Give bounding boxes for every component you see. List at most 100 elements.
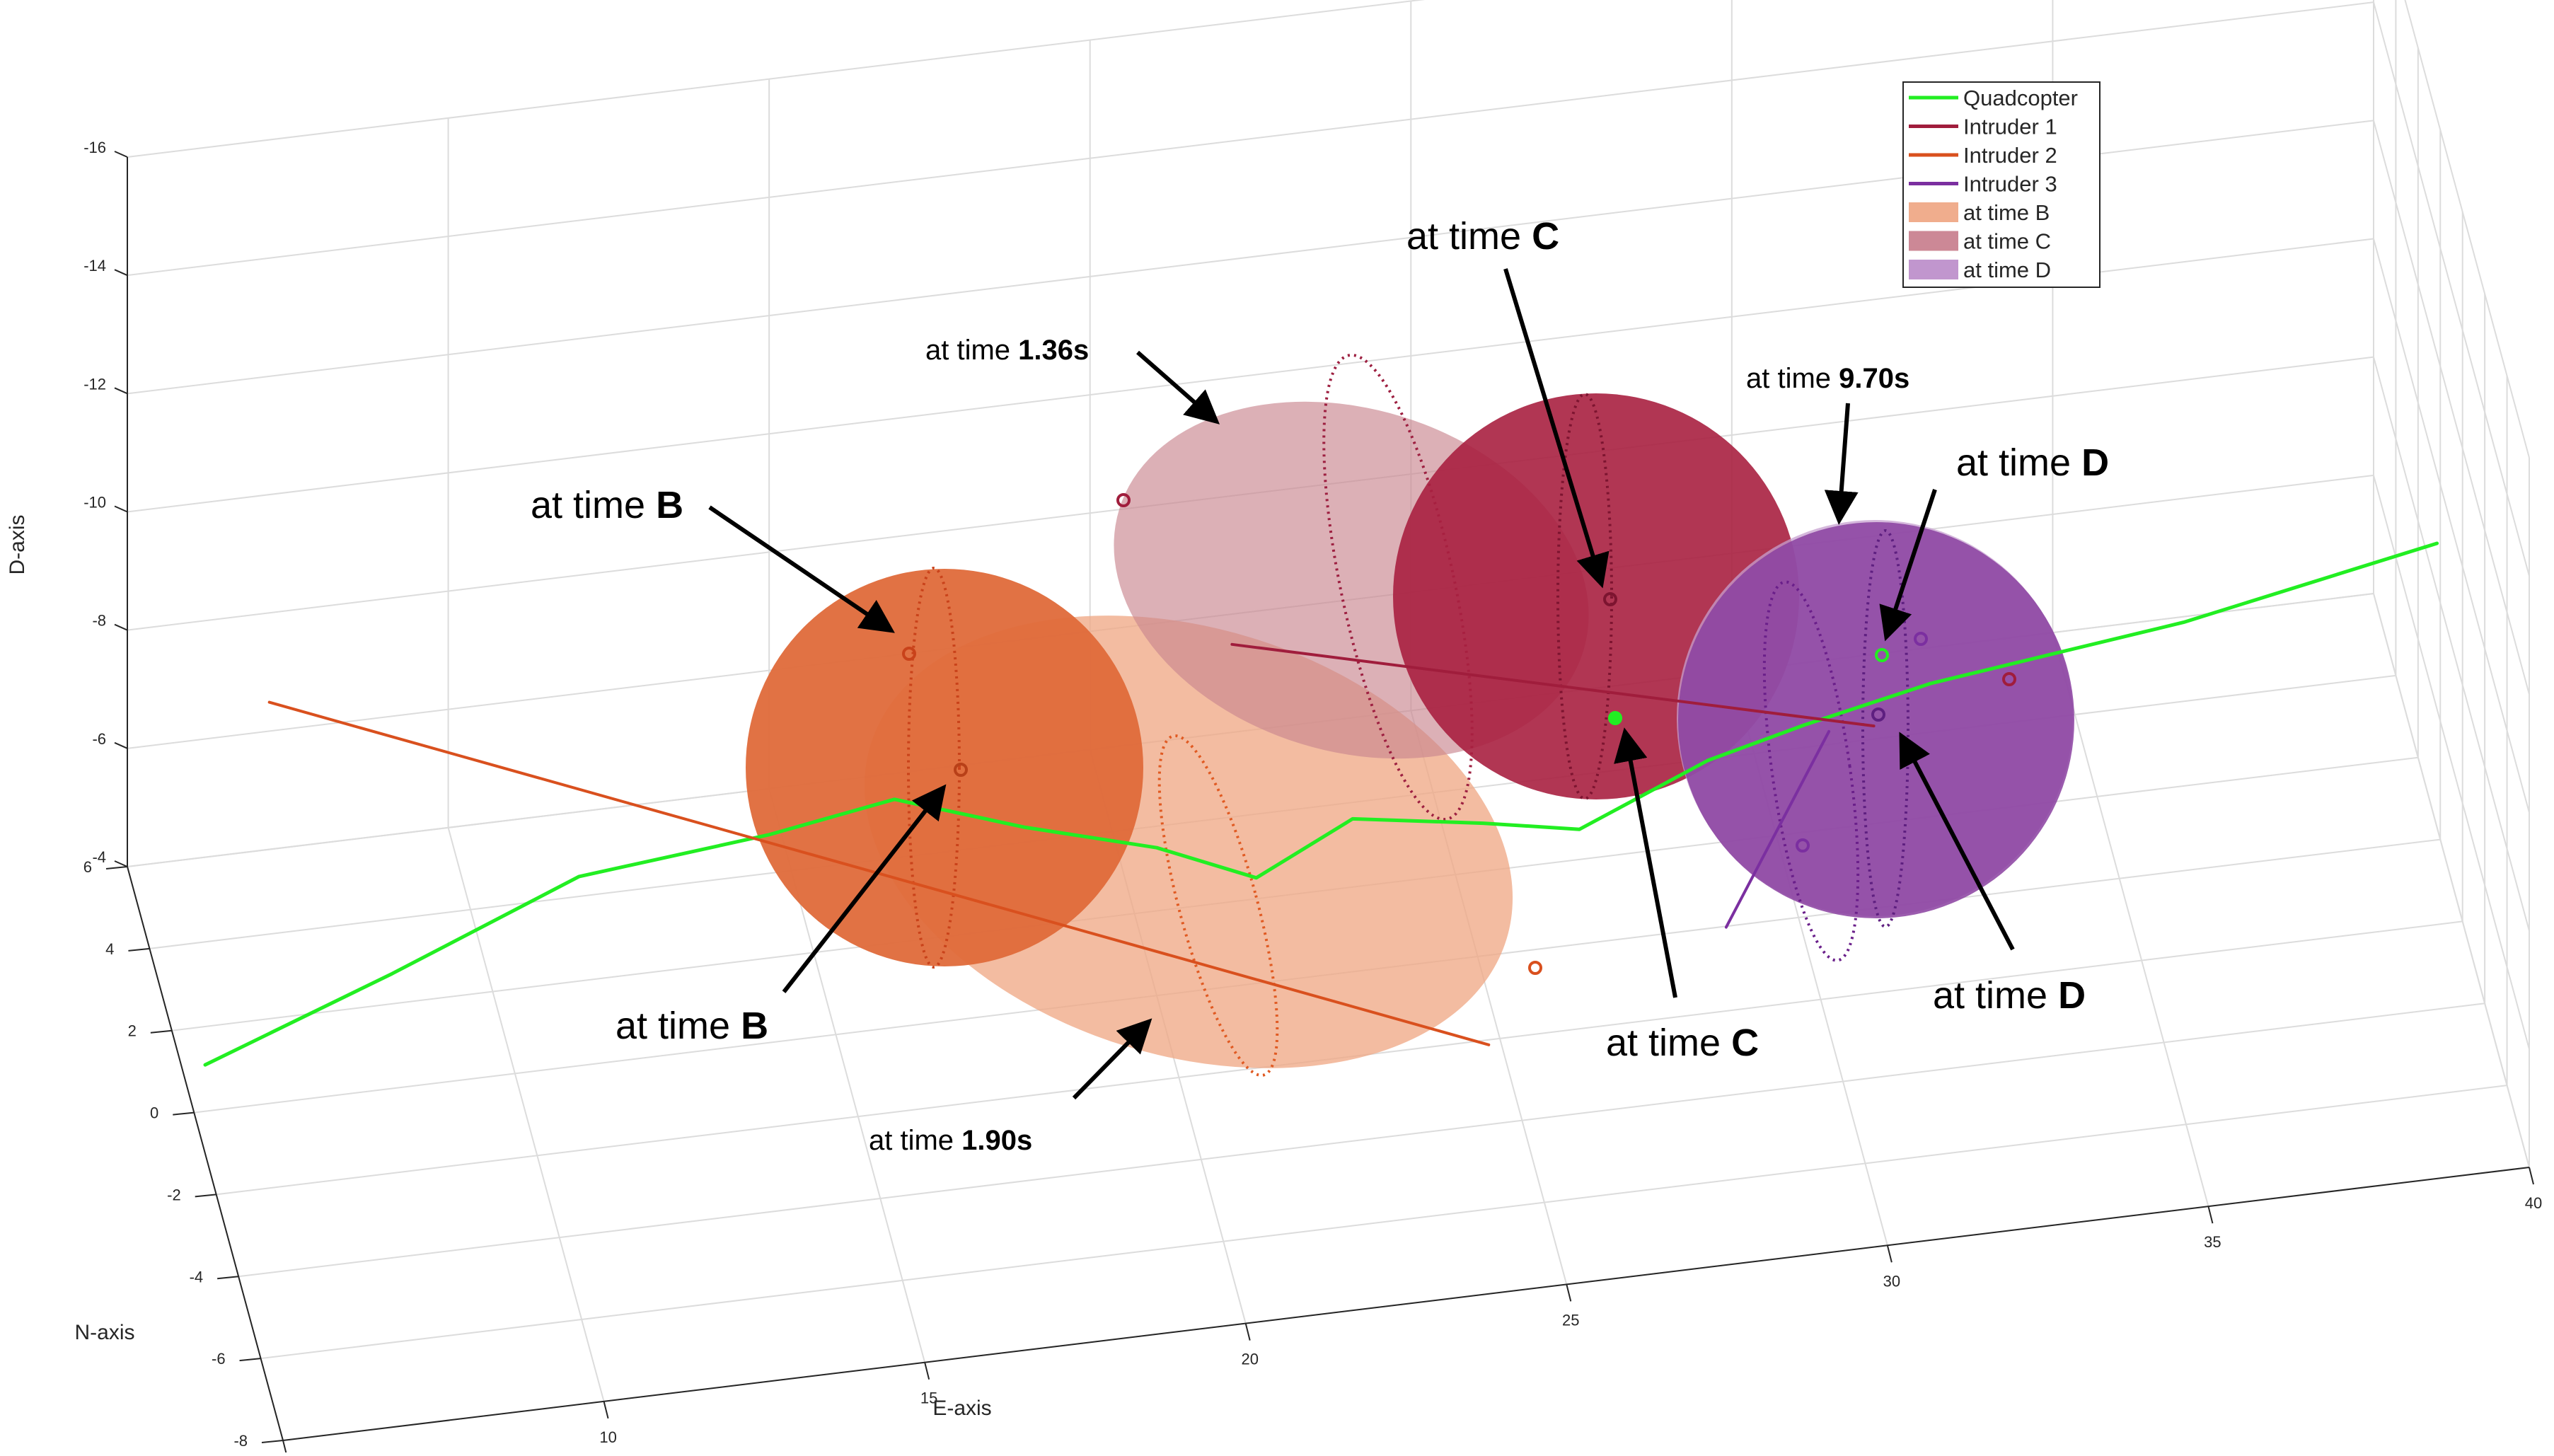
annotation-time-B-top: at time B (531, 484, 683, 526)
volume-intruder3-ring-D (1861, 529, 1909, 928)
grid-line-side-d (2373, 357, 2530, 931)
x-tick-mark (924, 1362, 930, 1380)
tick-labels: 510152025303540-8-6-4-20246-4-6-8-10-12-… (83, 139, 2542, 1456)
annotation-time-D-top: at time D (1956, 441, 2109, 484)
legend: Quadcopter Intruder 1 Intruder 2 Intruder 3… (1902, 81, 2101, 288)
y-tick-mark (261, 1440, 284, 1443)
legend-entry-label: Intruder 2 (1963, 143, 2057, 168)
annotation-time-9-70s: at time 9.70s (1746, 363, 1909, 394)
grid-line-floor-e (2052, 632, 2209, 1207)
legend-entry-label: Quadcopter (1963, 86, 2078, 110)
grid-line-floor-n (260, 1085, 2507, 1360)
annotation-time-D-bottom: at time D (1933, 974, 2086, 1017)
arrow-time-B-bottom (782, 784, 947, 993)
y-tick-label: -2 (167, 1186, 181, 1203)
marker-intruder3-time-D (1871, 707, 1885, 722)
markers (902, 493, 2016, 975)
x-tick-mark (603, 1401, 609, 1419)
legend-entry-label: at time B (1963, 200, 2050, 225)
y-tick-mark (150, 1029, 172, 1034)
z-tick-label: -12 (83, 375, 106, 393)
annotation-time-C-top: at time C (1406, 215, 1559, 258)
y-tick-mark (128, 947, 150, 952)
arrow-time-C-bottom (1614, 727, 1677, 998)
x-tick-label: 15 (920, 1389, 937, 1407)
x-tick-mark (1244, 1323, 1251, 1341)
z-tick-label: -6 (92, 730, 106, 748)
arrow-time-9-70s (1824, 403, 1859, 525)
z-tick-mark (114, 623, 128, 631)
marker-intruder2-time-B (954, 763, 968, 777)
y-tick-label: 2 (128, 1022, 137, 1040)
x-tick-label: 40 (2525, 1194, 2542, 1212)
annotations: at time B at time B at time C at time C … (531, 215, 2109, 1156)
x-axis-label: E-axis (932, 1397, 991, 1420)
y-tick-label: -6 (212, 1350, 226, 1368)
axis-labels: E-axis N-axis D-axis (6, 514, 992, 1420)
y-tick-mark (105, 866, 128, 869)
z-tick-mark (114, 387, 128, 395)
grid-line-floor-n (238, 1003, 2485, 1278)
marker-quad-time-D (1875, 648, 1889, 662)
y-tick-label: -4 (190, 1268, 204, 1285)
annotation-time-B-bottom: at time B (616, 1005, 768, 1047)
series-line-intruder-1 (1230, 642, 1876, 728)
marker-intruder1-end (2002, 672, 2016, 686)
volume-intruder2-ring-B (907, 567, 961, 969)
x-axis-line (282, 1167, 2530, 1441)
x-tick-label: 20 (1241, 1351, 1258, 1368)
annotation-time-1-90s: at time 1.90s (869, 1125, 1032, 1156)
grid-line-side-d (2373, 475, 2530, 1050)
y-tick-mark (173, 1111, 195, 1116)
annotation-time-1-36s: at time 1.36s (925, 335, 1089, 366)
z-tick-mark (114, 860, 128, 867)
marker-quad-time-C (1608, 711, 1622, 725)
z-tick-label: -10 (83, 494, 106, 512)
legend-entry-label: at time D (1963, 258, 2051, 282)
y-axis-line (127, 866, 284, 1441)
grid-line-side-d (2373, 593, 2530, 1168)
x-tick-label: 30 (1883, 1272, 1900, 1290)
x-tick-mark (1566, 1284, 1572, 1302)
marker-intruder1-start (1116, 493, 1131, 507)
z-tick-label: -4 (92, 848, 106, 866)
legend-swatch-patch (1909, 202, 1958, 222)
y-tick-mark (217, 1276, 239, 1280)
legend-swatch-patch (1909, 231, 1958, 251)
grid-line-floor-e (447, 827, 605, 1402)
legend-entry-label: at time C (1963, 229, 2051, 254)
z-axis-label: D-axis (6, 514, 29, 574)
z-tick-label: -8 (92, 612, 106, 630)
grid-line-back-d (127, 0, 1426, 158)
y-tick-mark (239, 1358, 261, 1362)
volume-intruder2-time-B (746, 569, 1143, 966)
series-line-quadcopter (203, 541, 2439, 1067)
y-axis-label: N-axis (74, 1321, 134, 1344)
z-tick-label: -16 (83, 139, 106, 156)
x-tick-mark (282, 1440, 288, 1456)
arrow-time-C-top (1503, 268, 1610, 589)
legend-swatch-patch (1909, 260, 1958, 279)
y-tick-label: 4 (105, 940, 114, 958)
y-tick-label: 0 (150, 1104, 158, 1122)
arrow-time-1-90s (1072, 1018, 1152, 1100)
arrow-time-D-bottom (1899, 732, 2015, 951)
legend-entry-label: Intruder 1 (1963, 115, 2057, 139)
grid-line-side-d (2373, 1, 2530, 577)
z-tick-mark (114, 741, 128, 749)
marker-quad-time-B (902, 647, 916, 661)
x-tick-label: 25 (1562, 1311, 1579, 1329)
x-tick-mark (1886, 1245, 1893, 1263)
z-tick-label: -14 (83, 257, 106, 275)
z-tick-mark (114, 269, 128, 277)
volume-intruder3-ring-9-70s (1762, 580, 1860, 962)
x-tick-mark (2529, 1167, 2534, 1185)
x-tick-label: 35 (2204, 1233, 2221, 1251)
y-tick-mark (195, 1194, 216, 1198)
x-tick-label: 10 (599, 1428, 616, 1446)
marker-intruder3-start (1796, 838, 1810, 853)
arrow-time-B-top (708, 505, 895, 633)
x-tick-mark (2207, 1206, 2214, 1224)
